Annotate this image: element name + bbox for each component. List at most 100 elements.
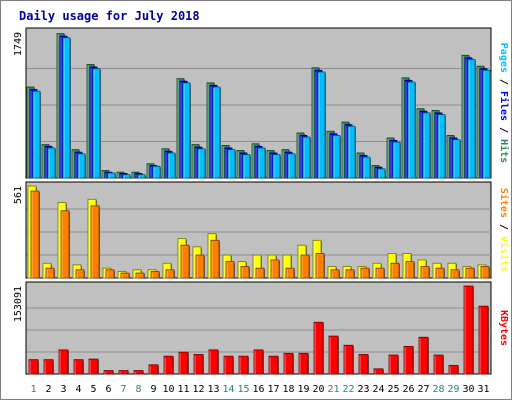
bar-sites-day-17 (270, 259, 280, 279)
bar-pages-day-13 (212, 86, 221, 179)
legend-part: / (498, 218, 509, 236)
bar-sites-day-5 (90, 205, 100, 279)
bar-kbytes-day-19 (298, 352, 309, 375)
bar-sites-day-30 (465, 267, 475, 279)
bar-pages-day-22 (347, 125, 356, 179)
bar-pages-day-18 (287, 153, 296, 179)
legend-part: Sites (498, 188, 510, 218)
bar-pages-day-28 (437, 114, 446, 179)
series-legend-label: Pages / Files / Hits (498, 43, 510, 163)
bar-sites-day-7 (120, 272, 130, 279)
x-tick-label: 10 (162, 384, 174, 395)
bar-kbytes-day-16 (253, 349, 264, 375)
bar-kbytes-day-12 (193, 354, 204, 375)
x-tick-label: 21 (327, 384, 339, 395)
x-tick-label: 20 (312, 384, 324, 395)
legend-part: Pages (498, 43, 509, 73)
bar-kbytes-day-20 (313, 321, 324, 375)
bar-pages-day-19 (302, 136, 311, 179)
bar-sites-day-10 (165, 269, 175, 279)
x-tick-label: 12 (192, 384, 204, 395)
x-tick-label: 8 (135, 384, 141, 395)
x-tick-label: 11 (177, 384, 189, 395)
bar-sites-day-4 (75, 269, 85, 279)
legend-part: / (498, 121, 509, 139)
panel-kbytes: 153091 KBytes (13, 281, 509, 375)
bar-kbytes-day-18 (283, 352, 294, 375)
bar-kbytes-day-10 (163, 355, 174, 375)
bar-sites-day-13 (210, 239, 220, 279)
bar-pages-day-1 (32, 90, 41, 179)
bar-pages-day-4 (77, 153, 86, 179)
bar-kbytes-day-17 (268, 355, 279, 375)
bar-sites-day-15 (240, 266, 250, 279)
bar-pages-day-16 (257, 147, 266, 179)
bar-sites-day-16 (255, 267, 265, 279)
x-tick-label: 5 (90, 384, 96, 395)
bar-sites-day-3 (60, 210, 70, 279)
bar-pages-day-9 (152, 165, 161, 179)
x-tick-label: 3 (60, 384, 66, 395)
bar-pages-day-2 (47, 147, 56, 179)
bar-kbytes-day-30 (463, 285, 474, 375)
x-tick-label: 27 (417, 384, 429, 395)
bar-pages-day-24 (377, 168, 386, 179)
bar-pages-day-25 (392, 141, 401, 179)
x-tick-label: 4 (75, 384, 81, 395)
bar-sites-day-18 (285, 267, 295, 279)
bar-sites-day-8 (135, 272, 145, 279)
x-tick-label: 17 (267, 384, 279, 395)
bar-pages-day-8 (137, 174, 146, 179)
bar-sites-day-9 (150, 271, 160, 279)
x-tick-label: 26 (402, 384, 414, 395)
y-max-label: 1749 (13, 32, 24, 56)
x-tick-label: 14 (222, 384, 234, 395)
x-tick-label: 31 (477, 384, 489, 395)
y-max-label: 153091 (13, 286, 24, 322)
bar-kbytes-day-14 (223, 355, 234, 375)
bar-pages-day-6 (107, 172, 116, 179)
legend-part: Visits (498, 236, 510, 272)
chart-panels: 1749 Pages / Files / Hits 561 Sites / Visit… (13, 27, 510, 375)
bar-pages-day-14 (227, 149, 236, 179)
legend-part: Hits (498, 139, 510, 163)
x-tick-label: 28 (432, 384, 444, 395)
bar-kbytes-day-27 (418, 336, 429, 375)
x-tick-label: 30 (462, 384, 474, 395)
bar-kbytes-day-7 (118, 370, 129, 375)
bar-kbytes-day-9 (148, 364, 159, 375)
bar-sites-day-26 (405, 261, 415, 279)
bar-kbytes-day-15 (238, 355, 249, 375)
bar-sites-day-20 (315, 253, 325, 279)
chart-title: Daily usage for July 2018 (19, 9, 200, 23)
x-axis-labels: 1 2 3 4 5 6 7 8 9 10 11 12 13 14 15 16 17 18 19 20 21 22 23 24 2… (30, 384, 489, 395)
bar-sites-day-28 (435, 267, 445, 279)
bar-kbytes-day-21 (328, 335, 339, 375)
x-tick-label: 29 (447, 384, 459, 395)
bar-kbytes-day-3 (58, 349, 69, 375)
bar-kbytes-day-23 (358, 354, 369, 375)
x-tick-label: 6 (105, 384, 111, 395)
bar-pages-day-3 (62, 37, 71, 179)
bar-sites-day-22 (345, 269, 355, 279)
bar-pages-day-7 (122, 174, 131, 179)
x-tick-label: 16 (252, 384, 264, 395)
bar-kbytes-day-11 (178, 351, 189, 375)
panel-sites-visits: 561 Sites / Visits (13, 181, 510, 279)
bar-sites-day-19 (300, 254, 310, 279)
bar-sites-day-31 (480, 266, 490, 279)
bar-pages-day-23 (362, 156, 371, 179)
bar-kbytes-day-6 (103, 370, 114, 375)
bar-sites-day-12 (195, 254, 205, 279)
bar-pages-day-30 (467, 59, 476, 179)
bar-pages-day-17 (272, 154, 281, 179)
bar-kbytes-day-5 (88, 358, 99, 375)
legend-part: / (498, 73, 509, 91)
panel-pages-files-hits: 1749 Pages / Files / Hits (13, 27, 510, 179)
bar-pages-day-11 (182, 82, 191, 179)
bar-kbytes-day-2 (43, 359, 54, 375)
bar-sites-day-24 (375, 267, 385, 279)
x-tick-label: 18 (282, 384, 294, 395)
